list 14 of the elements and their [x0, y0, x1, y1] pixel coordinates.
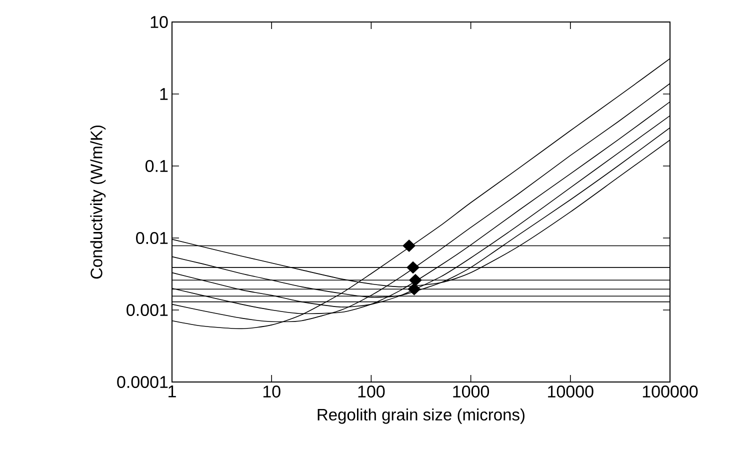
x-tick-label: 10 — [263, 386, 280, 398]
x-tick-label: 10000 — [548, 386, 594, 398]
x-tick-label: 1000 — [453, 386, 490, 398]
y-tick-label: 1 — [160, 88, 168, 100]
x-axis-title: Regolith grain size (microns) — [318, 408, 524, 424]
y-tick-label: 0.1 — [145, 160, 168, 172]
x-tick-label: 100000 — [642, 386, 698, 398]
y-tick-label: 10 — [150, 16, 168, 28]
y-tick-label: 0.001 — [126, 304, 168, 316]
y-axis-title: Conductivity (W/m/K) — [90, 126, 106, 279]
y-tick-label: 0.0001 — [117, 376, 168, 388]
y-tick-label: 0.01 — [136, 232, 168, 244]
x-tick-label: 100 — [358, 386, 385, 398]
x-tick-label: 1 — [168, 386, 176, 398]
